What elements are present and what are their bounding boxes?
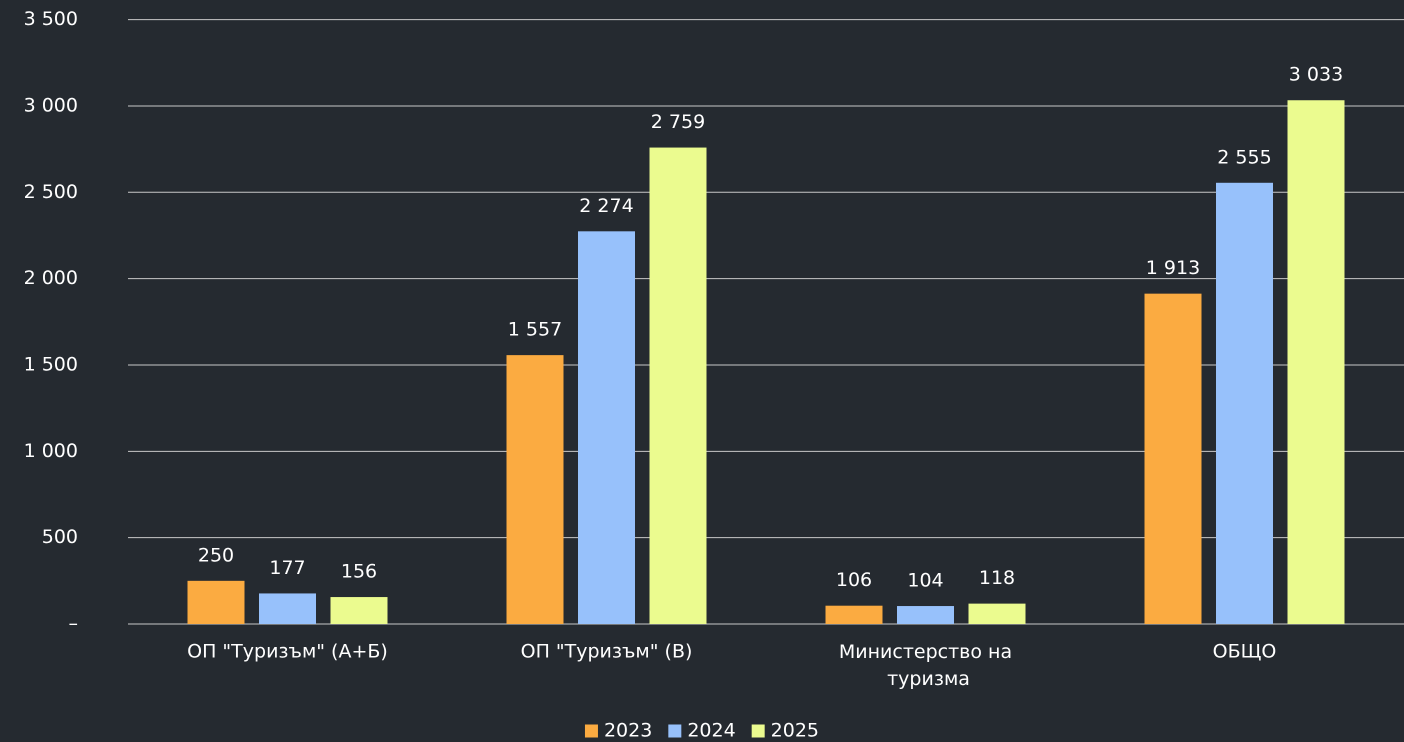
x-tick-label: Министерство на туризма xyxy=(839,641,1012,690)
y-tick-label: 1 500 xyxy=(24,353,78,375)
bar xyxy=(1287,100,1345,624)
legend-swatch xyxy=(751,724,765,738)
legend-label: 2025 xyxy=(771,720,819,742)
data-label: 2 759 xyxy=(651,111,705,133)
x-tick-label: ОП "Туризъм" (В) xyxy=(521,641,693,663)
data-label: 3 033 xyxy=(1289,64,1343,86)
data-label: 2 274 xyxy=(579,195,633,217)
data-label: 2 555 xyxy=(1217,146,1271,168)
x-tick-label: ОП "Туризъм" (А+Б) xyxy=(187,641,388,663)
legend-swatch xyxy=(584,724,598,738)
y-tick-label: 2 500 xyxy=(24,181,78,203)
bar xyxy=(259,593,316,624)
y-tick-label: 3 000 xyxy=(24,94,78,116)
data-label: 106 xyxy=(836,569,872,591)
legend-label: 2023 xyxy=(604,720,652,742)
bar xyxy=(1144,293,1202,624)
y-tick-label: 2 000 xyxy=(24,267,78,289)
legend-swatch xyxy=(668,724,682,738)
bar xyxy=(968,603,1026,624)
data-label: 156 xyxy=(341,561,377,583)
bar xyxy=(330,597,388,624)
data-label: 177 xyxy=(269,557,305,579)
data-label: 250 xyxy=(198,544,234,566)
x-tick-label: ОБЩО xyxy=(1213,641,1277,663)
bar xyxy=(897,606,954,624)
legend-label: 2024 xyxy=(687,720,735,742)
y-tick-label: 3 500 xyxy=(24,8,78,30)
data-label: 104 xyxy=(907,570,943,592)
y-tick-label: 1 000 xyxy=(24,440,78,462)
bar xyxy=(506,355,564,624)
bar xyxy=(578,231,635,624)
y-tick-label: 500 xyxy=(42,526,78,548)
y-tick-label: – xyxy=(69,613,79,635)
bar xyxy=(1216,182,1273,624)
data-label: 1 913 xyxy=(1146,257,1200,279)
bar xyxy=(649,147,707,624)
data-label: 118 xyxy=(979,567,1015,589)
bar xyxy=(825,605,883,624)
bar xyxy=(187,580,245,624)
data-label: 1 557 xyxy=(508,319,562,341)
